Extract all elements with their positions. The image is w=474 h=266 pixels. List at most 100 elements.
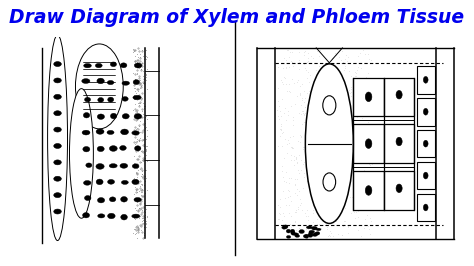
Ellipse shape <box>323 96 336 115</box>
FancyBboxPatch shape <box>353 78 384 116</box>
Ellipse shape <box>82 213 90 218</box>
Ellipse shape <box>54 62 61 66</box>
Ellipse shape <box>96 164 104 169</box>
Ellipse shape <box>316 232 319 234</box>
Ellipse shape <box>86 163 92 168</box>
Ellipse shape <box>109 197 116 202</box>
FancyBboxPatch shape <box>384 171 414 210</box>
Ellipse shape <box>365 139 372 148</box>
Ellipse shape <box>98 198 105 203</box>
Ellipse shape <box>108 97 114 102</box>
Ellipse shape <box>120 129 128 135</box>
Ellipse shape <box>54 176 61 181</box>
FancyBboxPatch shape <box>384 78 414 116</box>
Ellipse shape <box>54 94 61 99</box>
Ellipse shape <box>120 163 128 168</box>
Ellipse shape <box>423 76 428 83</box>
Ellipse shape <box>291 231 295 235</box>
Text: Draw Diagram of Xylem and Phloem Tissue: Draw Diagram of Xylem and Phloem Tissue <box>9 8 465 27</box>
FancyBboxPatch shape <box>417 162 435 189</box>
Ellipse shape <box>134 197 141 202</box>
Ellipse shape <box>54 209 61 214</box>
FancyBboxPatch shape <box>353 171 384 210</box>
Ellipse shape <box>84 97 91 102</box>
FancyBboxPatch shape <box>417 194 435 221</box>
Ellipse shape <box>423 204 428 211</box>
Ellipse shape <box>122 97 128 101</box>
Ellipse shape <box>283 225 288 228</box>
Ellipse shape <box>314 232 319 235</box>
Ellipse shape <box>96 179 103 185</box>
FancyBboxPatch shape <box>417 66 435 94</box>
Ellipse shape <box>132 179 139 185</box>
Ellipse shape <box>120 63 127 68</box>
Ellipse shape <box>132 214 140 218</box>
Ellipse shape <box>54 144 61 148</box>
Ellipse shape <box>98 98 104 102</box>
Ellipse shape <box>97 146 104 152</box>
Ellipse shape <box>54 78 61 83</box>
Ellipse shape <box>133 80 139 85</box>
Ellipse shape <box>107 130 114 135</box>
Ellipse shape <box>122 114 129 119</box>
Ellipse shape <box>98 214 105 218</box>
Ellipse shape <box>323 173 336 191</box>
FancyBboxPatch shape <box>417 98 435 126</box>
Ellipse shape <box>423 108 428 115</box>
Ellipse shape <box>423 172 428 179</box>
Ellipse shape <box>316 228 321 231</box>
Ellipse shape <box>308 233 313 237</box>
Ellipse shape <box>132 131 139 135</box>
FancyBboxPatch shape <box>353 124 384 163</box>
Ellipse shape <box>109 146 117 151</box>
Ellipse shape <box>108 180 115 184</box>
Ellipse shape <box>108 213 115 219</box>
Ellipse shape <box>396 90 402 99</box>
Ellipse shape <box>121 214 128 220</box>
Ellipse shape <box>293 233 299 236</box>
Ellipse shape <box>121 180 128 184</box>
Ellipse shape <box>83 147 90 152</box>
Ellipse shape <box>311 226 318 230</box>
Ellipse shape <box>309 230 315 233</box>
Ellipse shape <box>83 181 91 185</box>
Ellipse shape <box>305 64 353 223</box>
Ellipse shape <box>312 233 318 236</box>
Ellipse shape <box>134 63 142 68</box>
FancyBboxPatch shape <box>417 130 435 157</box>
Ellipse shape <box>97 78 104 84</box>
Ellipse shape <box>423 140 428 147</box>
Ellipse shape <box>365 92 372 102</box>
Ellipse shape <box>119 146 126 150</box>
Ellipse shape <box>54 127 61 132</box>
Ellipse shape <box>291 229 295 233</box>
Ellipse shape <box>107 80 114 85</box>
Ellipse shape <box>47 35 67 240</box>
Ellipse shape <box>122 81 129 85</box>
Ellipse shape <box>309 231 313 235</box>
Ellipse shape <box>75 44 123 129</box>
Ellipse shape <box>120 197 128 202</box>
Ellipse shape <box>134 114 142 119</box>
Ellipse shape <box>286 229 291 233</box>
Ellipse shape <box>286 235 291 238</box>
Ellipse shape <box>396 137 402 146</box>
Ellipse shape <box>365 186 372 195</box>
FancyBboxPatch shape <box>384 124 414 163</box>
Ellipse shape <box>110 113 117 119</box>
Ellipse shape <box>282 226 287 229</box>
Ellipse shape <box>54 160 61 165</box>
Ellipse shape <box>70 89 93 218</box>
Ellipse shape <box>132 164 139 168</box>
Ellipse shape <box>110 62 117 66</box>
Ellipse shape <box>83 113 90 118</box>
Ellipse shape <box>95 63 102 68</box>
Ellipse shape <box>97 114 104 119</box>
Ellipse shape <box>295 235 300 237</box>
Ellipse shape <box>304 234 309 238</box>
Ellipse shape <box>84 196 91 201</box>
Ellipse shape <box>96 129 104 134</box>
Ellipse shape <box>109 164 117 168</box>
Ellipse shape <box>306 226 312 229</box>
Ellipse shape <box>133 95 141 100</box>
